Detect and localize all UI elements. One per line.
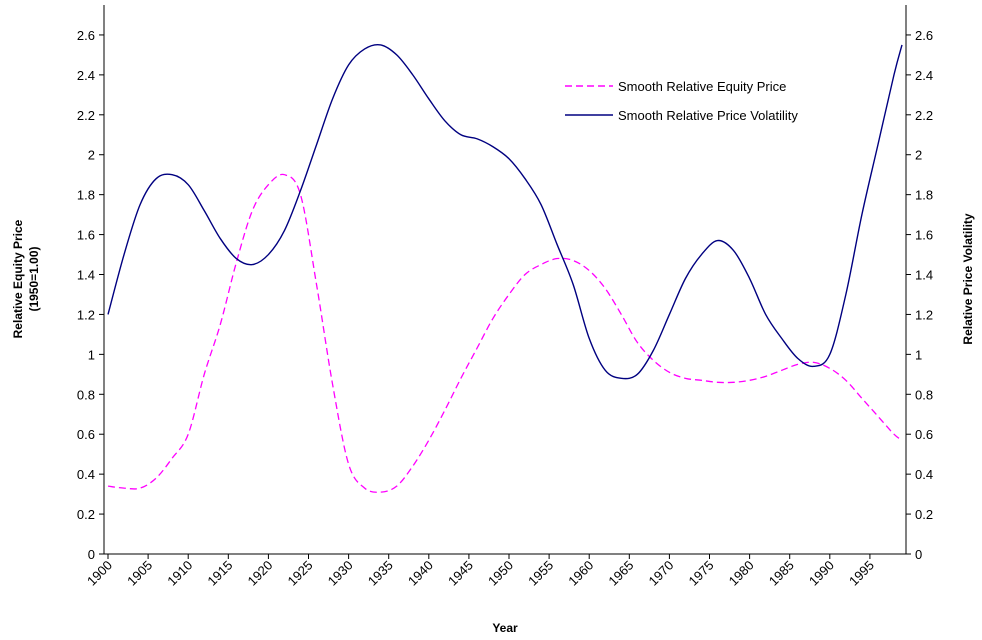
y2-tick-label: 0.2 — [915, 507, 933, 522]
y2-tick-label: 0 — [915, 547, 922, 562]
x-tick-label: 1920 — [244, 558, 275, 589]
x-tick-label: 1990 — [806, 558, 837, 589]
y2-tick-label: 1.8 — [915, 188, 933, 203]
y2-tick-label: 2.4 — [915, 68, 933, 83]
y2-tick-label: 2.6 — [915, 28, 933, 43]
y-tick-label: 0.6 — [77, 427, 95, 442]
x-tick-label: 1905 — [124, 558, 155, 589]
x-tick-label: 1950 — [485, 558, 516, 589]
x-tick-label: 1930 — [325, 558, 356, 589]
y2-tick-label: 1 — [915, 347, 922, 362]
y-tick-label: 2.4 — [77, 68, 95, 83]
y2-axis-title: Relative Price Volatility — [961, 213, 975, 344]
y-tick-label: 0.2 — [77, 507, 95, 522]
x-tick-label: 1995 — [846, 558, 877, 589]
y-axis-title: Relative Equity Price — [11, 219, 25, 338]
x-tick-label: 1960 — [565, 558, 596, 589]
x-tick-label: 1970 — [645, 558, 676, 589]
y-tick-label: 2 — [88, 148, 95, 163]
y2-tick-label: 1.2 — [915, 307, 933, 322]
y-tick-label: 0.8 — [77, 387, 95, 402]
series-line — [107, 43, 903, 380]
y-tick-label: 1.8 — [77, 188, 95, 203]
y-tick-label: 1.2 — [77, 307, 95, 322]
legend-label: Smooth Relative Price Volatility — [618, 108, 798, 123]
x-axis-title: Year — [492, 621, 518, 635]
series-line — [107, 173, 903, 493]
y-tick-label: 1 — [88, 347, 95, 362]
y2-tick-label: 0.8 — [915, 387, 933, 402]
x-tick-label: 1980 — [726, 558, 757, 589]
x-tick-label: 1985 — [766, 558, 797, 589]
y-tick-label: 0.4 — [77, 467, 95, 482]
x-tick-label: 1945 — [445, 558, 476, 589]
x-tick-label: 1935 — [365, 558, 396, 589]
legend-label: Smooth Relative Equity Price — [618, 79, 786, 94]
x-tick-label: 1925 — [285, 558, 316, 589]
y-tick-label: 0 — [88, 547, 95, 562]
y2-tick-label: 1.4 — [915, 268, 933, 283]
x-tick-label: 1915 — [204, 558, 235, 589]
y2-tick-label: 0.6 — [915, 427, 933, 442]
y2-tick-label: 2 — [915, 148, 922, 163]
x-tick-label: 1965 — [605, 558, 636, 589]
y-tick-label: 2.2 — [77, 108, 95, 123]
y2-tick-label: 1.6 — [915, 228, 933, 243]
x-tick-label: 1955 — [525, 558, 556, 589]
x-tick-label: 1940 — [405, 558, 436, 589]
y2-tick-label: 2.2 — [915, 108, 933, 123]
y-tick-label: 2.6 — [77, 28, 95, 43]
y2-tick-label: 0.4 — [915, 467, 933, 482]
y-tick-label: 1.4 — [77, 268, 95, 283]
y-tick-label: 1.6 — [77, 228, 95, 243]
x-tick-label: 1910 — [164, 558, 195, 589]
y-axis-title: (1950=1.00) — [27, 246, 41, 311]
x-tick-label: 1975 — [686, 558, 717, 589]
x-tick-label: 1900 — [84, 558, 115, 589]
